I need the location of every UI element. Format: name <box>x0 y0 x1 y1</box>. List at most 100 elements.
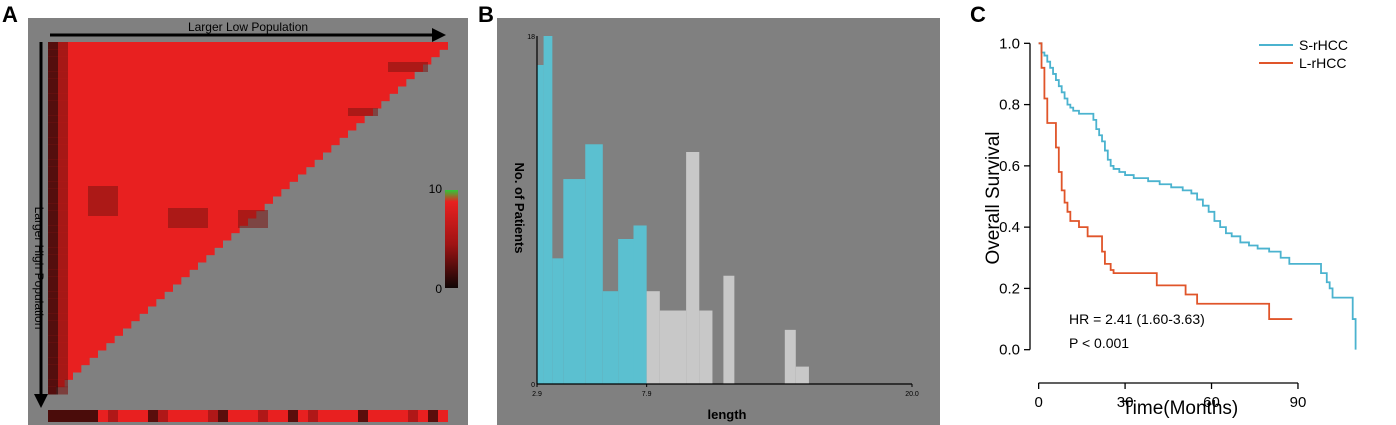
heatmap-bottom-cell <box>428 410 438 422</box>
top-arrow-label: Larger Low Population <box>188 20 308 34</box>
heatmap-row <box>48 188 282 197</box>
survival-y-tick-label: 0.2 <box>999 280 1020 297</box>
p-value-annotation: P < 0.001 <box>1069 335 1129 351</box>
heatmap-edge-cell <box>48 276 58 285</box>
heatmap-edge-cell <box>48 64 58 72</box>
heatmap-edge-cell <box>58 86 68 94</box>
heatmap-edge-cell <box>48 291 58 300</box>
heatmap-row <box>48 298 157 307</box>
heatmap-edge-cell <box>48 313 58 322</box>
histogram-bar <box>618 239 634 384</box>
survival-xlabel: Time(Months) <box>1122 398 1238 419</box>
heatmap-edge-cell <box>48 56 58 65</box>
histogram-x-tick-label: 2.9 <box>532 391 542 398</box>
survival-x-tick-label: 60 <box>1203 394 1220 411</box>
heatmap-edge-cell <box>58 298 68 307</box>
heatmap-row <box>48 269 190 278</box>
heatmap-edge-cell <box>48 203 58 212</box>
heatmap-bottom-cell <box>418 410 428 422</box>
heatmap-edge-cell <box>48 196 58 204</box>
heatmap-edge-cell <box>48 93 58 102</box>
histogram-bars <box>537 36 809 384</box>
heatmap-row <box>48 357 90 366</box>
heatmap-row <box>48 240 223 248</box>
legend: S-rHCC L-rHCC <box>1259 37 1348 71</box>
heatmap-row <box>48 232 232 241</box>
heatmap-edge-cell <box>48 159 58 168</box>
heatmap-row <box>48 247 215 256</box>
heatmap-edge-cell <box>48 372 58 380</box>
heatmap-bottom-cell <box>348 410 358 422</box>
heatmap-edge-cell <box>48 254 58 263</box>
heatmap-bottom-cell <box>318 410 328 422</box>
panel-letter-c: C <box>970 2 986 27</box>
histogram-ticks: 2.9 7.9 20.0 0 18 <box>527 34 919 398</box>
heatmap-row <box>48 93 390 102</box>
heatmap-bottom-cell <box>178 410 188 422</box>
heatmap-edge-cell <box>48 320 58 329</box>
heatmap-row <box>48 86 398 94</box>
heatmap-edge-cell <box>58 276 68 285</box>
heatmap-edge-cell <box>48 130 58 138</box>
histogram-bar <box>795 366 809 384</box>
heatmap-edge-cell <box>58 196 68 204</box>
survival-x-tick-label: 30 <box>1117 394 1134 411</box>
heatmap-bottom-cell <box>268 410 278 422</box>
histogram-y-tick-label: 0 <box>531 382 535 389</box>
heatmap-bottom-cell <box>198 410 208 422</box>
heatmap-row <box>48 196 273 204</box>
heatmap-edge-cell <box>48 357 58 366</box>
heatmap-edge-cell <box>58 306 68 314</box>
heatmap-row <box>48 152 323 160</box>
histogram-panel: 2.9 7.9 20.0 0 18 No. of Patients length <box>497 18 940 425</box>
heatmap-edge-cell <box>48 298 58 307</box>
heatmap-row <box>48 166 307 175</box>
survival-panel: 0.0 0.2 0.4 0.6 0.8 1.0 0 30 60 90 Overall Surviv… <box>983 35 1357 419</box>
heatmap-row <box>48 225 240 234</box>
heatmap-row <box>48 42 448 50</box>
heatmap-row <box>48 320 132 329</box>
heatmap-bottom-cell <box>368 410 378 422</box>
survival-y-tick-label: 0.6 <box>999 158 1020 175</box>
heatmap-dark-cell <box>348 108 378 116</box>
heatmap-edge-cell <box>58 284 68 292</box>
heatmap-bottom-cell <box>438 410 448 422</box>
survival-curves <box>1038 42 1357 350</box>
heatmap-row <box>48 313 140 322</box>
heatmap-row <box>48 262 198 270</box>
heatmap-edge-cell <box>48 379 58 388</box>
heatmap-edge-cell <box>48 350 58 358</box>
histogram-ylabel: No. of Patients <box>512 162 527 253</box>
heatmap-row <box>48 64 423 72</box>
histogram-xlabel: length <box>708 407 747 422</box>
heatmap-edge-cell <box>58 357 68 366</box>
heatmap-edge-cell <box>48 188 58 197</box>
heatmap-dark-cell <box>88 186 118 216</box>
histogram-bar <box>585 144 603 384</box>
heatmap-row <box>48 174 298 182</box>
heatmap-edge-cell <box>48 115 58 124</box>
heatmap-cells <box>48 42 448 395</box>
heatmap-edge-cell <box>48 174 58 182</box>
heatmap-edge-cell <box>48 269 58 278</box>
heatmap-edge-cell <box>58 291 68 300</box>
heatmap-bottom-cell <box>278 410 288 422</box>
left-arrow-head <box>34 394 48 408</box>
heatmap-row <box>48 342 107 351</box>
heatmap-edge-cell <box>58 188 68 197</box>
heatmap-bottom-cell <box>378 410 388 422</box>
heatmap-bottom-cell <box>148 410 158 422</box>
heatmap-edge-cell <box>48 218 58 226</box>
colorbar-tick-max: 10 <box>429 182 443 196</box>
heatmap-bottom-cell <box>188 410 198 422</box>
heatmap-row <box>48 108 373 116</box>
heatmap-bottom-cell <box>228 410 238 422</box>
heatmap-edge-cell <box>58 115 68 124</box>
heatmap-edge-cell <box>48 225 58 234</box>
heatmap-row <box>48 276 182 285</box>
heatmap-edge-cell <box>58 56 68 65</box>
heatmap-edge-cell <box>48 49 58 58</box>
heatmap-bottom-cell <box>308 410 318 422</box>
heatmap-bottom-cell <box>338 410 348 422</box>
survival-ylabel: Overall Survival <box>983 131 1004 264</box>
